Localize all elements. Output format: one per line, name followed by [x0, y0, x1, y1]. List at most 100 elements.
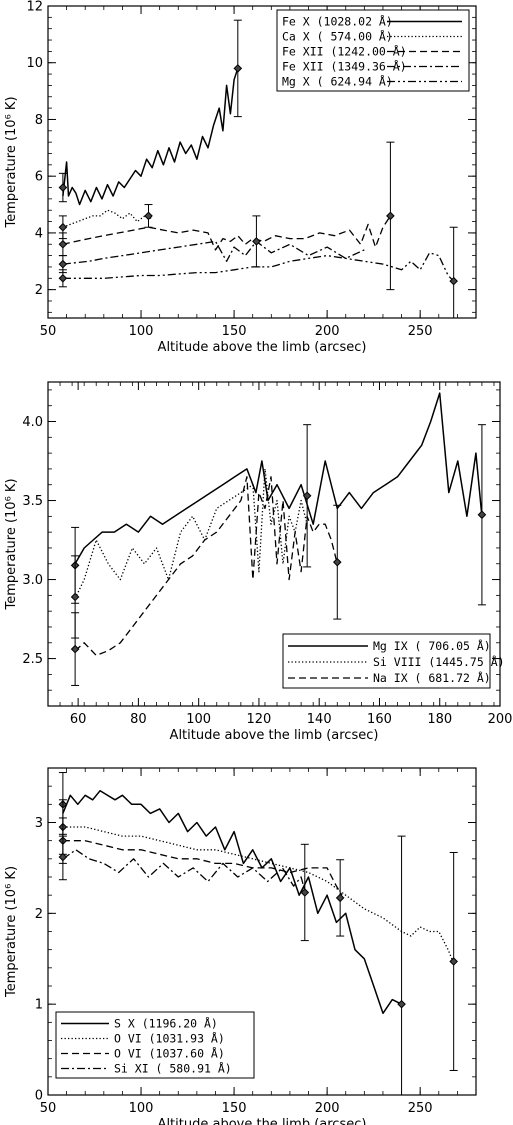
x-tick-label: 180 [427, 712, 452, 727]
x-tick-label: 100 [186, 712, 211, 727]
series-line [62, 68, 239, 206]
legend-entry: S X (1196.20 Å) [114, 1016, 218, 1031]
x-tick-label: 50 [40, 324, 57, 339]
series-line [62, 209, 153, 228]
data-point-marker [386, 211, 395, 221]
plot-frame [47, 5, 477, 319]
y-tick-label: 3.5 [22, 494, 43, 509]
y-tick-label: 2 [35, 907, 43, 922]
legend-entry: Mg X ( 624.94 Å) [282, 74, 393, 89]
data-point-marker [58, 273, 68, 283]
x-tick-label: 100 [129, 324, 154, 339]
data-point-marker [58, 183, 68, 192]
y-tick-label: 8 [35, 113, 43, 128]
series-fe-xii-1349-36 [58, 215, 365, 274]
legend-entry: Ca X ( 574.00 Å) [282, 29, 393, 44]
series-ca-x-574-00 [58, 204, 153, 240]
y-tick-label: 2 [35, 283, 43, 298]
y-tick-label: 3.0 [22, 573, 43, 588]
legend-entry: Fe XII (1349.36 Å) [282, 59, 407, 74]
data-point-marker [300, 888, 310, 897]
series-si-xi-580-91 [58, 833, 310, 942]
x-tick-label: 150 [222, 1101, 247, 1116]
y-axis-label: Temperature (10⁶ K) [4, 866, 19, 998]
data-point-marker [58, 222, 68, 232]
y-tick-label: 1 [35, 998, 43, 1013]
series-line [62, 840, 343, 896]
data-point-marker [144, 211, 153, 221]
series-line [62, 215, 391, 251]
legend-entry: Na IX ( 681.72 Å) [373, 670, 491, 685]
panel-2: 60 80 100 120 140 160 180 200 2.5 3.0 3.5 4.0 Altitu… [4, 381, 513, 743]
legend-entry: Si VIII (1445.75 Å) [373, 654, 505, 669]
legend-entry: O VI (1031.93 Å) [114, 1031, 225, 1046]
x-tick-label: 160 [367, 712, 392, 727]
series-mg-x-624-94 [58, 226, 458, 318]
x-tick-label: 150 [222, 324, 247, 339]
legend-entry: O VI (1037.60 Å) [114, 1046, 225, 1061]
y-tick-label: 10 [26, 56, 43, 71]
legend-entry: Fe X (1028.02 Å) [282, 14, 393, 29]
legend: Fe X (1028.02 Å)Ca X ( 574.00 Å)Fe XII (… [276, 9, 470, 92]
data-point-marker [58, 259, 68, 269]
x-tick-label: 80 [130, 712, 147, 727]
x-axis-label: Altitude above the limb (arcsec) [158, 1117, 367, 1125]
y-tick-label: 4.0 [22, 415, 43, 430]
series-fe-x-1028-02 [58, 19, 243, 206]
x-tick-label: 200 [488, 712, 513, 727]
data-point-marker [233, 64, 243, 73]
x-tick-label: 50 [40, 1101, 57, 1116]
x-tick-label: 60 [70, 712, 87, 727]
legend-entry: Fe XII (1242.00 Å) [282, 44, 407, 59]
series-fe-xii-1242-00 [58, 141, 395, 291]
panel-3: 50 100 150 200 250 0 1 2 3 Altitude above the lim… [4, 767, 477, 1125]
series-line [62, 849, 306, 891]
x-axis-label: Altitude above the limb (arcsec) [170, 728, 379, 743]
x-tick-label: 200 [315, 324, 340, 339]
data-point-marker [58, 852, 68, 862]
series-line [74, 392, 483, 565]
data-point-marker [332, 557, 342, 567]
legend-entry: Mg IX ( 706.05 Å) [373, 638, 491, 653]
x-tick-label: 120 [247, 712, 272, 727]
legend-entry: Si XI ( 580.91 Å) [114, 1061, 232, 1076]
data-point-marker [302, 491, 312, 501]
series-line [62, 252, 455, 282]
y-tick-label: 6 [35, 170, 43, 185]
series-line [62, 826, 455, 964]
data-point-marker [335, 893, 345, 903]
y-tick-label: 0 [35, 1089, 43, 1104]
series-line [62, 789, 402, 1015]
data-point-marker [477, 510, 487, 520]
data-point-marker [70, 644, 80, 654]
series-line [62, 240, 365, 265]
x-tick-label: 100 [129, 1101, 154, 1116]
series-line [74, 468, 308, 599]
panel-1: 50 100 150 200 250 2 4 6 8 10 12 Altitude above the… [4, 0, 477, 355]
legend: S X (1196.20 Å)O VI (1031.93 Å)O VI (103… [55, 1011, 255, 1079]
data-point-marker [449, 957, 458, 966]
x-axis-label: Altitude above the limb (arcsec) [158, 340, 367, 355]
plot-frame [47, 381, 501, 707]
legend-box [282, 633, 491, 689]
y-tick-label: 3 [35, 816, 43, 831]
x-tick-label: 250 [408, 1101, 433, 1116]
series-na-ix-681-72 [70, 476, 342, 686]
data-point-marker [252, 237, 261, 246]
x-tick-label: 200 [315, 1101, 340, 1116]
y-tick-label: 12 [26, 0, 43, 15]
data-point-marker [58, 239, 68, 249]
legend-box [276, 9, 470, 92]
x-tick-label: 250 [408, 324, 433, 339]
data-point-marker [449, 276, 458, 286]
y-axis-label: Temperature (10⁶ K) [4, 96, 19, 228]
y-tick-label: 4 [35, 226, 43, 241]
y-axis-label: Temperature (10⁶ K) [4, 478, 19, 610]
data-point-marker [70, 592, 80, 602]
series-line [74, 476, 338, 657]
legend: Mg IX ( 706.05 Å)Si VIII (1445.75 Å)Na I… [282, 633, 505, 689]
series-mg-ix-706-05 [70, 392, 487, 606]
data-point-marker [397, 999, 406, 1009]
x-tick-label: 140 [307, 712, 332, 727]
